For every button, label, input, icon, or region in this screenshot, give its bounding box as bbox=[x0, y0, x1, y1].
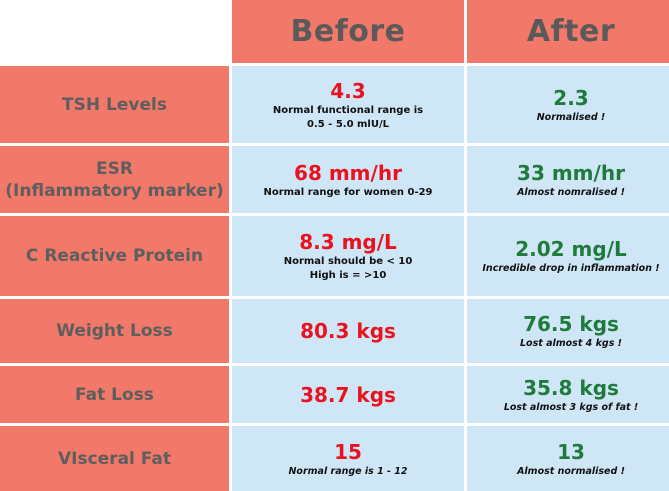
before-cell-tsh: 4.3 Normal functional range is 0.5 - 5.0… bbox=[232, 66, 464, 143]
after-note: Lost almost 3 kgs of fat ! bbox=[503, 401, 639, 413]
after-note: Almost normalised ! bbox=[517, 465, 625, 477]
after-cell-visceral: 13 Almost normalised ! bbox=[467, 426, 669, 491]
row-label-subtext: (Inflammatory marker) bbox=[5, 180, 224, 201]
before-cell-visceral: 15 Normal range is 1 - 12 bbox=[232, 426, 464, 491]
after-value: 35.8 kgs bbox=[523, 375, 619, 400]
row-label-text: ESR bbox=[96, 158, 133, 179]
row-label-visceral: VIsceral Fat bbox=[0, 426, 229, 491]
row-label-text: VIsceral Fat bbox=[57, 448, 172, 469]
after-note: Lost almost 4 kgs ! bbox=[519, 338, 622, 349]
before-note: Normal functional range is bbox=[272, 104, 424, 116]
header-before: Before bbox=[232, 0, 464, 63]
after-value: 76.5 kgs bbox=[523, 312, 619, 336]
before-value: 8.3 mg/L bbox=[299, 230, 397, 254]
row-label-fat: Fat Loss bbox=[0, 366, 229, 423]
after-note: Almost nomralised ! bbox=[517, 186, 625, 198]
after-cell-crp: 2.02 mg/L Incredible drop in inflammatio… bbox=[467, 216, 669, 296]
row-label-crp: C Reactive Protein bbox=[0, 216, 229, 296]
after-value: 33 mm/hr bbox=[517, 160, 625, 185]
before-value: 38.7 kgs bbox=[300, 382, 396, 407]
before-note: Normal range is 1 - 12 bbox=[288, 465, 408, 477]
before-value: 15 bbox=[334, 439, 362, 464]
header-before-label: Before bbox=[290, 14, 406, 49]
row-label-text: TSH Levels bbox=[62, 94, 167, 115]
before-value: 80.3 kgs bbox=[300, 319, 396, 343]
before-cell-fat: 38.7 kgs bbox=[232, 366, 464, 423]
header-after: After bbox=[467, 0, 669, 63]
corner-cell bbox=[0, 0, 229, 63]
header-after-label: After bbox=[526, 14, 616, 49]
after-value: 13 bbox=[557, 439, 585, 464]
before-note: Normal range for women 0-29 bbox=[263, 186, 433, 198]
before-cell-weight: 80.3 kgs bbox=[232, 299, 464, 363]
row-label-tsh: TSH Levels bbox=[0, 66, 229, 143]
before-value: 68 mm/hr bbox=[294, 160, 402, 185]
before-cell-crp: 8.3 mg/L Normal should be < 10 High is =… bbox=[232, 216, 464, 296]
after-cell-tsh: 2.3 Normalised ! bbox=[467, 66, 669, 143]
row-label-text: Fat Loss bbox=[75, 384, 154, 405]
before-note: Normal should be < 10 bbox=[283, 256, 413, 267]
before-note: High is = >10 bbox=[309, 270, 387, 281]
after-cell-esr: 33 mm/hr Almost nomralised ! bbox=[467, 146, 669, 213]
before-note: 0.5 - 5.0 mlU/L bbox=[306, 118, 390, 130]
after-value: 2.02 mg/L bbox=[515, 237, 627, 261]
row-label-text: Weight Loss bbox=[56, 321, 173, 341]
row-label-esr: ESR (Inflammatory marker) bbox=[0, 146, 229, 213]
before-value: 4.3 bbox=[330, 78, 366, 103]
after-note: Normalised ! bbox=[536, 111, 606, 123]
after-value: 2.3 bbox=[553, 85, 589, 110]
before-cell-esr: 68 mm/hr Normal range for women 0-29 bbox=[232, 146, 464, 213]
row-label-text: C Reactive Protein bbox=[25, 246, 204, 266]
row-label-weight: Weight Loss bbox=[0, 299, 229, 363]
after-cell-weight: 76.5 kgs Lost almost 4 kgs ! bbox=[467, 299, 669, 363]
after-cell-fat: 35.8 kgs Lost almost 3 kgs of fat ! bbox=[467, 366, 669, 423]
after-note: Incredible drop in inflammation ! bbox=[482, 263, 660, 274]
